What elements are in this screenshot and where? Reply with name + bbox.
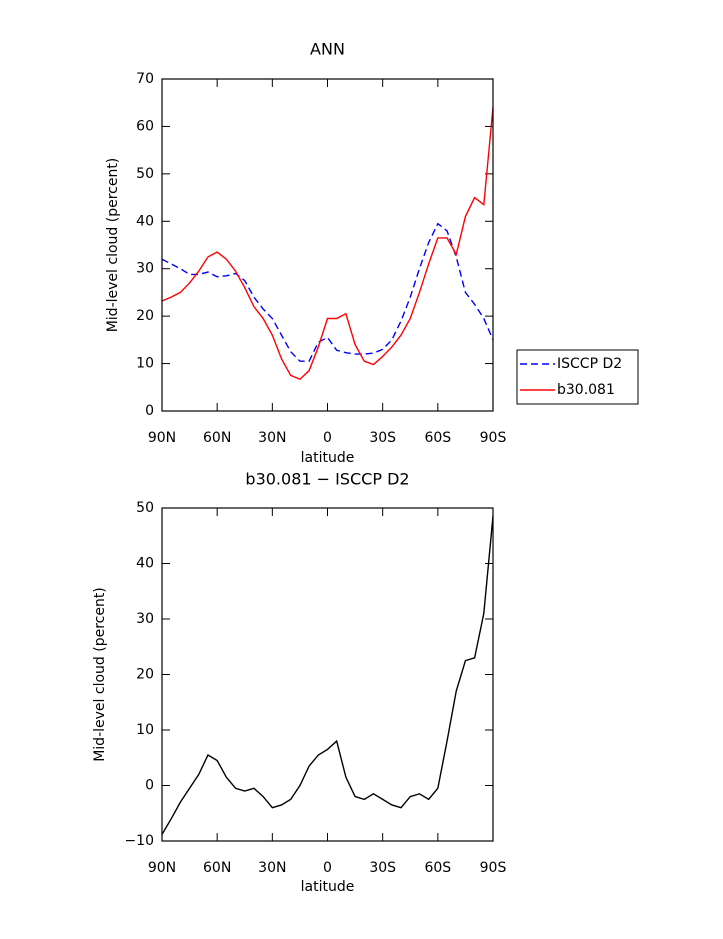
y-tick-label: 40 [136,213,154,229]
y-tick-label: 20 [136,667,154,683]
legend-box [516,349,639,405]
data-line [161,516,494,835]
plot-frame [161,507,494,842]
y-tick-label: 60 [136,118,154,134]
y-tick-label: 30 [136,611,154,627]
x-tick-label: 90S [480,430,507,446]
x-axis-label: latitude [301,450,355,466]
y-tick-label: 10 [136,722,154,738]
y-tick-label: 50 [136,166,154,182]
data-line [161,222,494,362]
y-tick-label: 30 [136,261,154,277]
x-tick-label: 30S [369,430,396,446]
data-line [161,107,494,381]
x-axis-label: latitude [301,879,355,895]
y-axis-label: Mid-level cloud (percent) [105,158,121,333]
x-tick-label: 60S [424,430,451,446]
y-tick-label: 70 [136,71,154,87]
x-tick-label: 90S [480,860,507,876]
y-tick-label: 0 [145,403,154,419]
x-tick-label: 90N [148,430,176,446]
x-tick-label: 60N [203,430,231,446]
x-tick-label: 0 [323,430,332,446]
plot-frame [161,78,494,412]
x-tick-label: 60S [424,860,451,876]
y-axis-label: Mid-level cloud (percent) [92,587,108,762]
y-tick-label: 10 [136,356,154,372]
y-tick-label: −10 [124,833,154,849]
chart-title: b30.081 − ISCCP D2 [245,470,409,489]
x-tick-label: 30N [258,430,286,446]
legend-label: b30.081 [557,382,615,398]
chart-title: ANN [310,40,345,59]
x-tick-label: 30N [258,860,286,876]
y-tick-label: 50 [136,500,154,516]
x-tick-label: 30S [369,860,396,876]
x-tick-label: 0 [323,860,332,876]
x-tick-label: 60N [203,860,231,876]
x-tick-label: 90N [148,860,176,876]
legend-label: ISCCP D2 [557,356,622,372]
y-tick-label: 0 [145,778,154,794]
y-tick-label: 20 [136,308,154,324]
y-tick-label: 40 [136,556,154,572]
